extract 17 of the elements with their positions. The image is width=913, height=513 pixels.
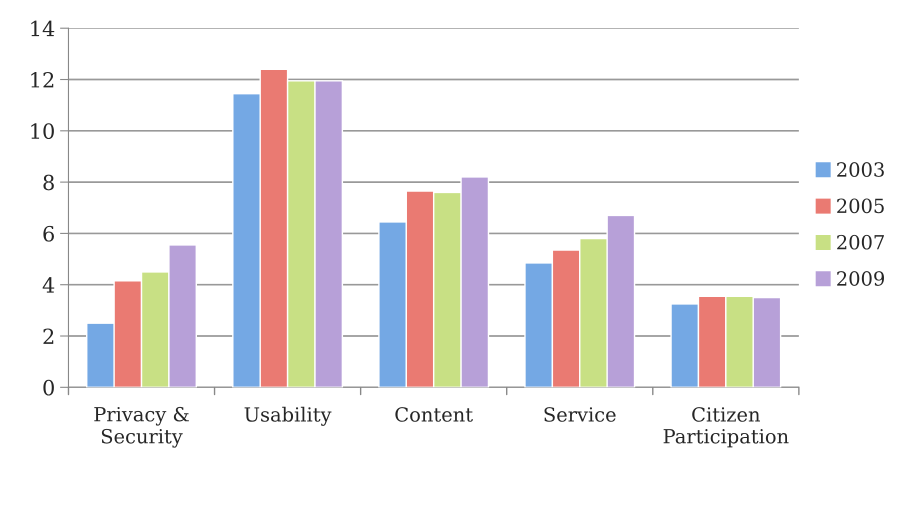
x-tick-label: Citizen Participation bbox=[664, 407, 789, 448]
y-tick-label: 0 bbox=[43, 380, 54, 396]
y-tick-label: 6 bbox=[43, 226, 54, 242]
y-tick-label: 4 bbox=[42, 277, 54, 293]
y-tick-label: 10 bbox=[31, 123, 54, 140]
legend-label: 2005 bbox=[837, 198, 884, 214]
x-tick-label: Privacy & Security bbox=[94, 406, 189, 448]
y-tick-label: 14 bbox=[31, 20, 54, 36]
x-tick-label: Content bbox=[395, 407, 473, 422]
legend-label: 2009 bbox=[837, 271, 884, 286]
y-tick-label: 12 bbox=[31, 72, 54, 88]
legend-label: 2007 bbox=[837, 234, 884, 250]
x-tick-label: Usability bbox=[244, 406, 332, 426]
y-tick-label: 8 bbox=[43, 174, 54, 190]
x-tick-label: Service bbox=[544, 407, 616, 422]
y-tick-label: 2 bbox=[43, 328, 54, 344]
legend-label: 2003 bbox=[837, 162, 884, 177]
